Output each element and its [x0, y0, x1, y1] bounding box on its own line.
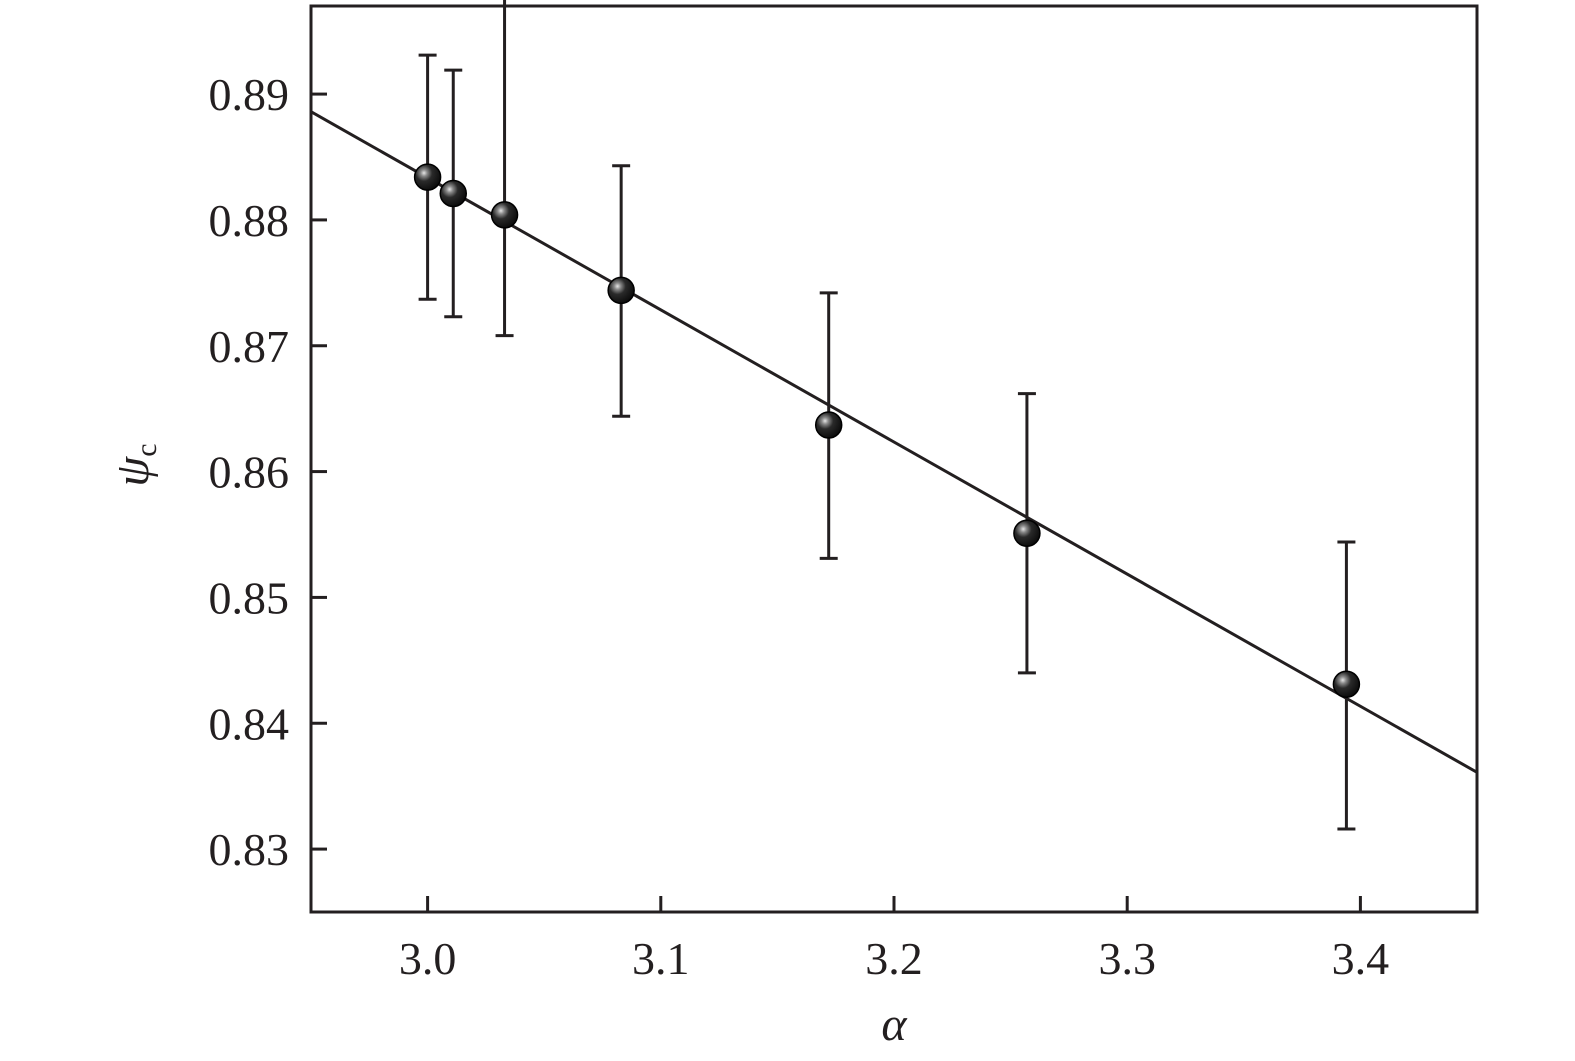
y-tick-label: 0.83 — [209, 824, 290, 875]
data-point — [1013, 519, 1041, 547]
x-axis-label: α — [881, 998, 907, 1051]
plot-area-frame — [309, 4, 1479, 914]
x-tick-label: 3.2 — [865, 933, 923, 984]
x-tick-label: 3.3 — [1098, 933, 1156, 984]
data-point — [413, 163, 442, 191]
y-tick-label: 0.89 — [209, 69, 290, 120]
data-points — [413, 163, 1361, 698]
y-tick-label: 0.87 — [209, 321, 290, 372]
x-tick-label: 3.1 — [632, 933, 690, 984]
x-axis: 3.0 3.1 3.2 3.3 3.4 — [399, 896, 1389, 984]
fit-line — [311, 110, 1477, 774]
x-tick-label: 3.0 — [399, 933, 457, 984]
data-point — [490, 201, 519, 229]
y-axis-label-symbol: ψ — [106, 456, 159, 487]
data-point — [814, 411, 843, 439]
y-axis-label-subscript: c — [130, 443, 163, 456]
y-tick-label: 0.84 — [209, 698, 290, 749]
data-point — [439, 179, 468, 208]
y-axis: 0.83 0.84 0.85 0.86 0.87 0.88 0.89 — [209, 69, 327, 875]
y-axis-label: ψc — [106, 443, 163, 486]
x-tick-label: 3.4 — [1332, 933, 1390, 984]
data-point — [1332, 670, 1361, 698]
y-tick-label: 0.88 — [209, 195, 290, 246]
fit-line-layer — [311, 110, 1477, 774]
data-point — [607, 276, 635, 305]
y-tick-label: 0.85 — [209, 572, 290, 623]
error-bars — [418, 0, 1356, 831]
y-tick-label: 0.86 — [209, 447, 290, 498]
